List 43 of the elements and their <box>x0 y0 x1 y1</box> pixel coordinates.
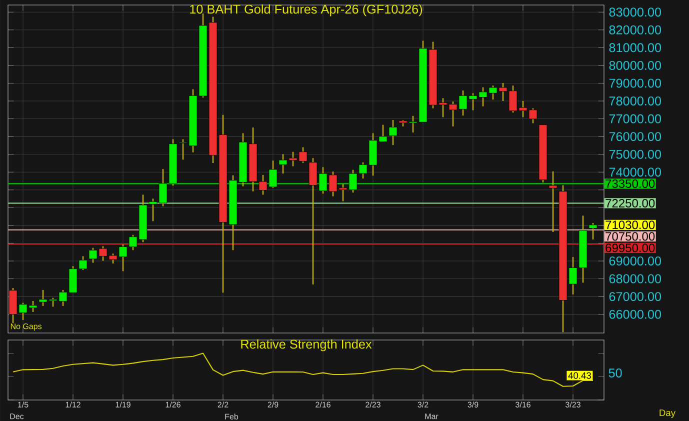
text: 50 <box>608 368 622 378</box>
annotation: 40.43 <box>568 372 591 379</box>
y-tick-label: 80000.00 <box>609 60 662 70</box>
y-tick-label: 69000.00 <box>609 256 662 266</box>
text: Day <box>660 410 676 418</box>
x-tick-label: 2/9 <box>268 402 278 408</box>
y-tick-label: 75000.00 <box>609 150 662 159</box>
candlestick <box>548 170 558 233</box>
y-tick-label: 68000.00 <box>609 274 662 284</box>
x-tick-label: 2/16 <box>316 402 330 408</box>
ref-line-label: 70750.00 <box>606 232 655 241</box>
text: 71030.00 <box>606 220 655 230</box>
y-tick-label: 79000.00 <box>609 78 662 88</box>
y-tick-label: 77000.00 <box>609 114 662 124</box>
ref-line-label: 72250.00 <box>606 198 655 208</box>
x-tick-label: 3/9 <box>468 402 478 408</box>
x-tick-label: 1/5 <box>18 402 28 408</box>
y-tick-label: 78000.00 <box>609 96 662 106</box>
annotation: No Gaps <box>10 323 42 331</box>
chart-title: 10 BAHT Gold Futures Apr-26 (GF10J26) <box>190 4 422 16</box>
y-tick-label: 82000.00 <box>609 25 662 34</box>
x-tick-label: 3/23 <box>566 402 580 408</box>
x-tick-label: 3/16 <box>516 402 530 408</box>
x-tick-label: 3/2 <box>418 402 428 408</box>
candlestick <box>388 119 398 146</box>
x-tick-label: 1/19 <box>116 402 130 408</box>
x-tick-label: 2/23 <box>366 402 380 408</box>
x-tick-label: 1/26 <box>166 402 180 408</box>
y-tick-label: 66000.00 <box>609 310 662 319</box>
text: Dec <box>10 414 24 420</box>
x-tick-label: 1/12 <box>66 402 80 408</box>
y-tick-label: 81000.00 <box>609 43 662 52</box>
y-tick-label: 74000.00 <box>609 168 662 177</box>
y-tick-label: 67000.00 <box>609 292 662 302</box>
text: Mar <box>425 414 438 420</box>
y-tick-label: 76000.00 <box>609 132 662 142</box>
text: Feb <box>225 414 238 420</box>
candlestick <box>588 222 598 240</box>
ref-line-label: 69950.00 <box>606 244 655 252</box>
ref-line-label: 73350.00 <box>606 179 655 188</box>
chart-title: Relative Strength Index <box>241 339 372 352</box>
y-tick-label: 83000.00 <box>609 8 662 17</box>
x-tick-label: 2/2 <box>218 402 228 408</box>
